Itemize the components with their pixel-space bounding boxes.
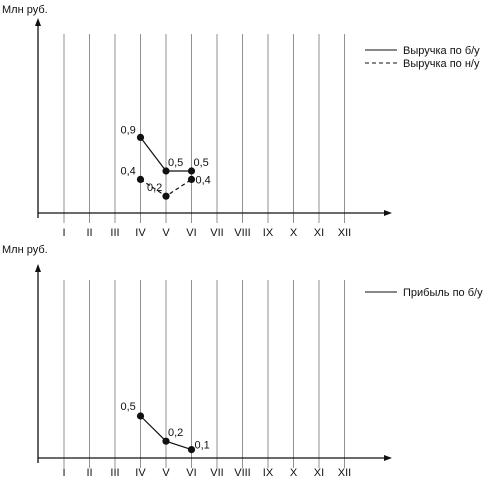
x-tick-label: X [290, 467, 298, 479]
y-axis-label: Млн руб. [2, 4, 48, 16]
x-tick-label: VII [210, 467, 223, 479]
x-tick-label: I [62, 227, 65, 239]
x-tick-label: VIII [234, 467, 251, 479]
legend-label: Выручка по б/у [403, 45, 480, 57]
data-point [162, 192, 170, 200]
data-label: 0,4 [121, 165, 136, 177]
x-tick-label: V [162, 227, 170, 239]
x-tick-label: VII [210, 227, 223, 239]
x-tick-label: IV [135, 227, 146, 239]
x-tick-label: VI [186, 467, 196, 479]
x-tick-label: XI [314, 227, 324, 239]
data-label: 0,5 [194, 157, 209, 169]
y-axis-label: Млн руб. [2, 244, 48, 256]
chart-panel-2: Млн руб.I II III IV V VI VII VIII IX X XI XII0,50,2… [2, 244, 483, 479]
data-label: 0,5 [168, 157, 183, 169]
data-point [187, 175, 196, 183]
x-tick-label: IX [263, 467, 274, 479]
x-tick-label: IV [135, 467, 146, 479]
data-label: 0,2 [147, 182, 162, 194]
data-point [136, 175, 145, 183]
data-label: 0,1 [195, 440, 210, 452]
data-label: 0,4 [196, 174, 211, 186]
legend-label: Прибыль по б/у [403, 287, 483, 299]
chart-panel-1: Млн руб.I II III IV V VI VII VIII IX X XI XII0,90,5… [2, 4, 480, 239]
x-tick-label: VI [186, 227, 196, 239]
x-tick-label: VIII [234, 227, 251, 239]
x-tick-label: IX [263, 227, 274, 239]
x-tick-label: III [110, 467, 119, 479]
x-tick-label: X [290, 227, 298, 239]
data-point [187, 167, 196, 175]
x-tick-label: XI [314, 467, 324, 479]
data-label: 0,2 [168, 427, 183, 439]
data-point [162, 167, 170, 175]
x-tick-label: XII [338, 467, 351, 479]
x-tick-label: III [110, 227, 119, 239]
x-tick-label: V [162, 467, 170, 479]
x-tick-label: XII [338, 227, 351, 239]
x-tick-label: I [62, 467, 65, 479]
legend-label: Выручка по н/у [403, 58, 480, 70]
data-point [136, 133, 145, 141]
data-point [162, 437, 170, 445]
x-tick-label: II [86, 467, 92, 479]
data-point [136, 412, 145, 420]
data-point [187, 446, 196, 454]
x-tick-label: II [86, 227, 92, 239]
data-label: 0,9 [121, 124, 136, 136]
data-label: 0,5 [121, 401, 136, 413]
